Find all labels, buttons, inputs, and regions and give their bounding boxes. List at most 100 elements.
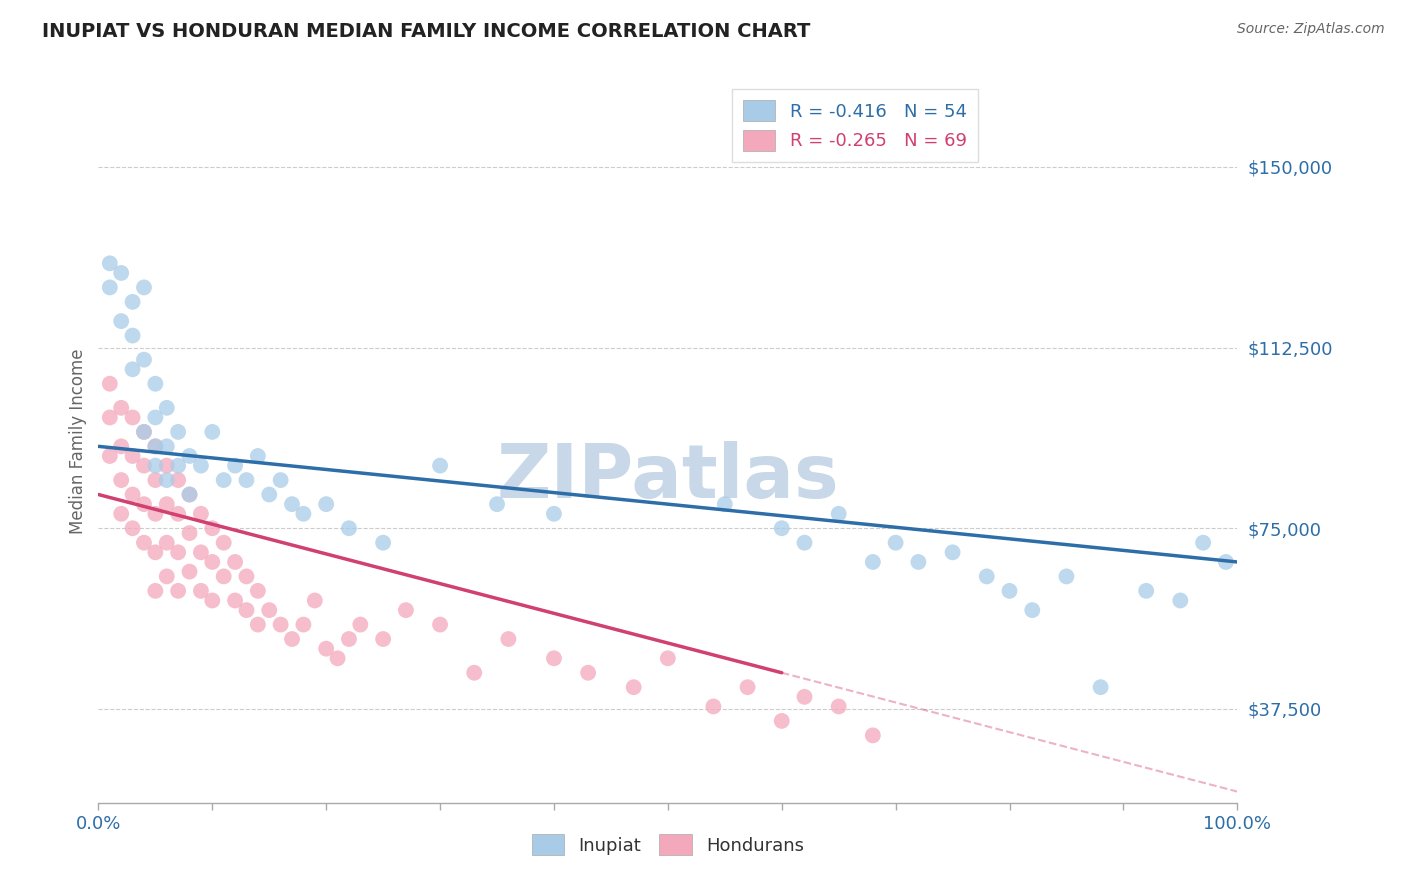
Point xyxy=(132,425,155,439)
Point xyxy=(190,507,212,521)
Point xyxy=(770,714,793,728)
Point xyxy=(98,256,121,270)
Point xyxy=(292,507,315,521)
Point xyxy=(486,497,509,511)
Point xyxy=(907,555,929,569)
Point xyxy=(121,328,143,343)
Point xyxy=(429,458,451,473)
Point xyxy=(1090,680,1112,694)
Point xyxy=(246,583,269,598)
Point xyxy=(292,617,315,632)
Point xyxy=(862,555,884,569)
Point xyxy=(315,497,337,511)
Point xyxy=(121,449,143,463)
Point xyxy=(828,699,851,714)
Point xyxy=(121,521,143,535)
Point xyxy=(862,728,884,742)
Point xyxy=(190,545,212,559)
Point xyxy=(793,690,815,704)
Point xyxy=(167,473,190,487)
Point xyxy=(121,487,143,501)
Point xyxy=(463,665,485,680)
Point xyxy=(224,555,246,569)
Point xyxy=(270,617,292,632)
Text: INUPIAT VS HONDURAN MEDIAN FAMILY INCOME CORRELATION CHART: INUPIAT VS HONDURAN MEDIAN FAMILY INCOME… xyxy=(42,22,810,41)
Point xyxy=(212,569,235,583)
Point xyxy=(998,583,1021,598)
Point xyxy=(132,535,155,549)
Point xyxy=(132,352,155,367)
Point xyxy=(145,458,167,473)
Point xyxy=(156,497,179,511)
Point xyxy=(235,603,257,617)
Point xyxy=(212,473,235,487)
Point xyxy=(156,569,179,583)
Point xyxy=(714,497,737,511)
Point xyxy=(110,439,132,453)
Point xyxy=(657,651,679,665)
Point xyxy=(259,487,281,501)
Point xyxy=(167,458,190,473)
Point xyxy=(121,294,143,309)
Point xyxy=(145,545,167,559)
Point xyxy=(132,458,155,473)
Point xyxy=(167,507,190,521)
Point xyxy=(179,565,201,579)
Point xyxy=(156,535,179,549)
Point xyxy=(371,632,394,646)
Point xyxy=(179,487,201,501)
Point xyxy=(121,362,143,376)
Point xyxy=(281,497,304,511)
Point xyxy=(1021,603,1043,617)
Point xyxy=(224,458,246,473)
Point xyxy=(884,535,907,549)
Point xyxy=(1135,583,1157,598)
Point xyxy=(132,280,155,294)
Point xyxy=(145,439,167,453)
Point xyxy=(110,507,132,521)
Point xyxy=(212,535,235,549)
Y-axis label: Median Family Income: Median Family Income xyxy=(69,349,87,534)
Point xyxy=(132,497,155,511)
Point xyxy=(315,641,337,656)
Point xyxy=(337,521,360,535)
Point xyxy=(167,545,190,559)
Point xyxy=(201,555,224,569)
Point xyxy=(1054,569,1078,583)
Point xyxy=(179,526,201,541)
Point xyxy=(121,410,143,425)
Point xyxy=(201,521,224,535)
Point xyxy=(132,425,155,439)
Point xyxy=(349,617,371,632)
Point xyxy=(976,569,998,583)
Point xyxy=(156,439,179,453)
Point xyxy=(179,487,201,501)
Point xyxy=(110,266,132,280)
Point xyxy=(942,545,965,559)
Point xyxy=(1170,593,1192,607)
Text: ZIPatlas: ZIPatlas xyxy=(496,442,839,514)
Point xyxy=(98,410,121,425)
Point xyxy=(235,473,257,487)
Point xyxy=(828,507,851,521)
Point xyxy=(156,473,179,487)
Point xyxy=(98,449,121,463)
Point xyxy=(224,593,246,607)
Point xyxy=(498,632,520,646)
Point xyxy=(156,458,179,473)
Point xyxy=(190,458,212,473)
Point xyxy=(110,401,132,415)
Point xyxy=(98,280,121,294)
Point xyxy=(1192,535,1215,549)
Point xyxy=(201,593,224,607)
Point xyxy=(623,680,645,694)
Point xyxy=(737,680,759,694)
Point xyxy=(156,401,179,415)
Point xyxy=(145,473,167,487)
Point xyxy=(235,569,257,583)
Point xyxy=(770,521,793,535)
Point xyxy=(145,583,167,598)
Point xyxy=(167,425,190,439)
Point xyxy=(337,632,360,646)
Text: Source: ZipAtlas.com: Source: ZipAtlas.com xyxy=(1237,22,1385,37)
